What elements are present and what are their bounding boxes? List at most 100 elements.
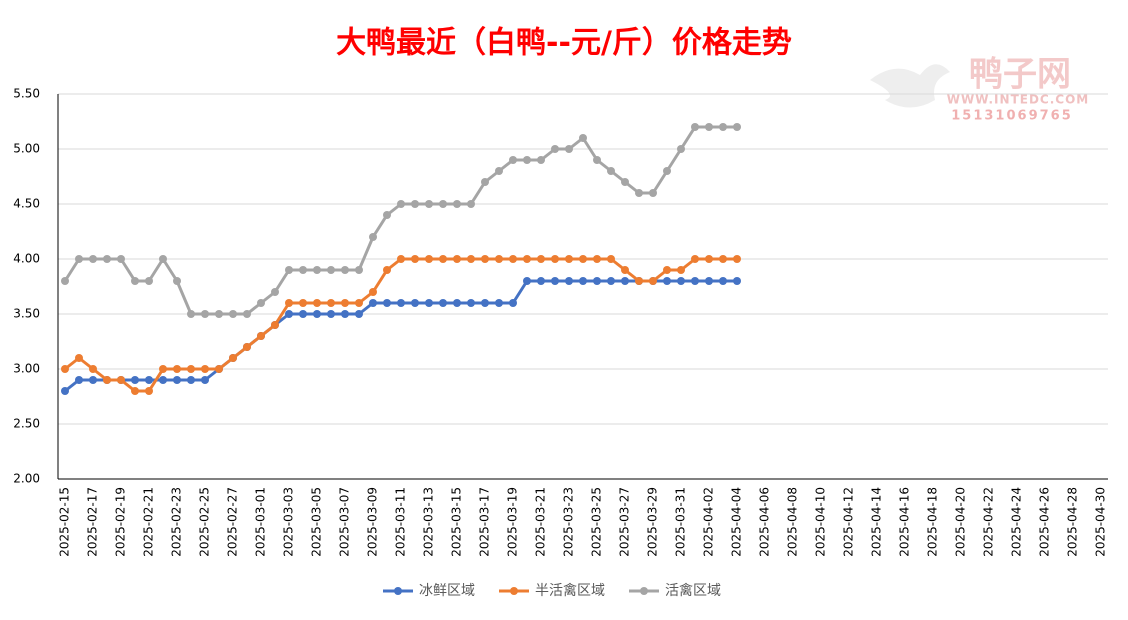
point xyxy=(369,288,377,296)
point xyxy=(635,277,643,285)
point xyxy=(285,299,293,307)
point xyxy=(327,299,335,307)
x-tick-label: 2025-04-04 xyxy=(730,487,744,557)
point xyxy=(495,167,503,175)
point xyxy=(663,266,671,274)
x-tick-label: 2025-03-29 xyxy=(646,487,660,557)
x-tick-label: 2025-02-21 xyxy=(142,487,156,557)
point xyxy=(663,277,671,285)
point xyxy=(677,277,685,285)
x-tick-label: 2025-03-05 xyxy=(310,487,324,557)
y-tick-label: 5.50 xyxy=(13,87,40,101)
point xyxy=(411,255,419,263)
x-tick-label: 2025-02-17 xyxy=(86,487,100,557)
point xyxy=(523,156,531,164)
x-tick-label: 2025-04-24 xyxy=(1010,487,1024,557)
point xyxy=(719,255,727,263)
point xyxy=(131,376,139,384)
point xyxy=(271,321,279,329)
legend-label: 活禽区域 xyxy=(665,582,721,599)
legend-label: 半活禽区域 xyxy=(535,582,605,599)
point xyxy=(509,299,517,307)
point xyxy=(397,200,405,208)
point xyxy=(579,134,587,142)
point xyxy=(103,376,111,384)
point xyxy=(369,299,377,307)
point xyxy=(607,255,615,263)
point xyxy=(117,255,125,263)
point xyxy=(733,277,741,285)
point xyxy=(173,376,181,384)
point xyxy=(145,376,153,384)
watermark-logo xyxy=(870,64,950,108)
point xyxy=(565,277,573,285)
x-tick-label: 2025-04-16 xyxy=(898,487,912,557)
point xyxy=(131,387,139,395)
y-tick-label: 3.50 xyxy=(13,307,40,321)
point xyxy=(733,255,741,263)
point xyxy=(467,200,475,208)
point xyxy=(299,266,307,274)
x-tick-label: 2025-04-20 xyxy=(954,487,968,557)
legend-marker xyxy=(640,587,648,595)
point xyxy=(509,156,517,164)
x-tick-label: 2025-02-15 xyxy=(58,487,72,557)
watermark: 鸭子网 xyxy=(969,55,1071,95)
x-tick-label: 2025-03-31 xyxy=(674,487,688,557)
point xyxy=(621,277,629,285)
y-tick-label: 5.00 xyxy=(13,142,40,156)
point xyxy=(215,310,223,318)
y-tick-label: 3.00 xyxy=(13,362,40,376)
point xyxy=(691,255,699,263)
point xyxy=(229,354,237,362)
x-tick-label: 2025-03-03 xyxy=(282,487,296,557)
point xyxy=(75,354,83,362)
y-tick-label: 2.50 xyxy=(13,417,40,431)
point xyxy=(257,299,265,307)
point xyxy=(243,310,251,318)
point xyxy=(733,123,741,131)
point xyxy=(89,376,97,384)
point xyxy=(313,266,321,274)
point xyxy=(691,277,699,285)
point xyxy=(131,277,139,285)
point xyxy=(523,277,531,285)
point xyxy=(691,123,699,131)
point xyxy=(565,255,573,263)
point xyxy=(607,167,615,175)
point xyxy=(383,299,391,307)
x-tick-label: 2025-02-27 xyxy=(226,487,240,557)
point xyxy=(677,145,685,153)
legend-marker xyxy=(510,587,518,595)
point xyxy=(663,167,671,175)
point xyxy=(215,365,223,373)
point xyxy=(383,211,391,219)
x-tick-label: 2025-04-08 xyxy=(786,487,800,557)
point xyxy=(397,255,405,263)
point xyxy=(257,332,265,340)
point xyxy=(579,277,587,285)
point xyxy=(159,365,167,373)
point xyxy=(607,277,615,285)
point xyxy=(677,266,685,274)
point xyxy=(299,310,307,318)
point xyxy=(439,255,447,263)
point xyxy=(439,299,447,307)
point xyxy=(621,266,629,274)
point xyxy=(61,277,69,285)
point xyxy=(579,255,587,263)
point xyxy=(159,376,167,384)
point xyxy=(705,255,713,263)
point xyxy=(89,255,97,263)
point xyxy=(355,299,363,307)
legend-marker xyxy=(394,587,402,595)
point xyxy=(383,266,391,274)
y-tick-label: 4.00 xyxy=(13,252,40,266)
point xyxy=(481,178,489,186)
point xyxy=(509,255,517,263)
point xyxy=(159,255,167,263)
point xyxy=(593,156,601,164)
point xyxy=(537,277,545,285)
point xyxy=(313,310,321,318)
